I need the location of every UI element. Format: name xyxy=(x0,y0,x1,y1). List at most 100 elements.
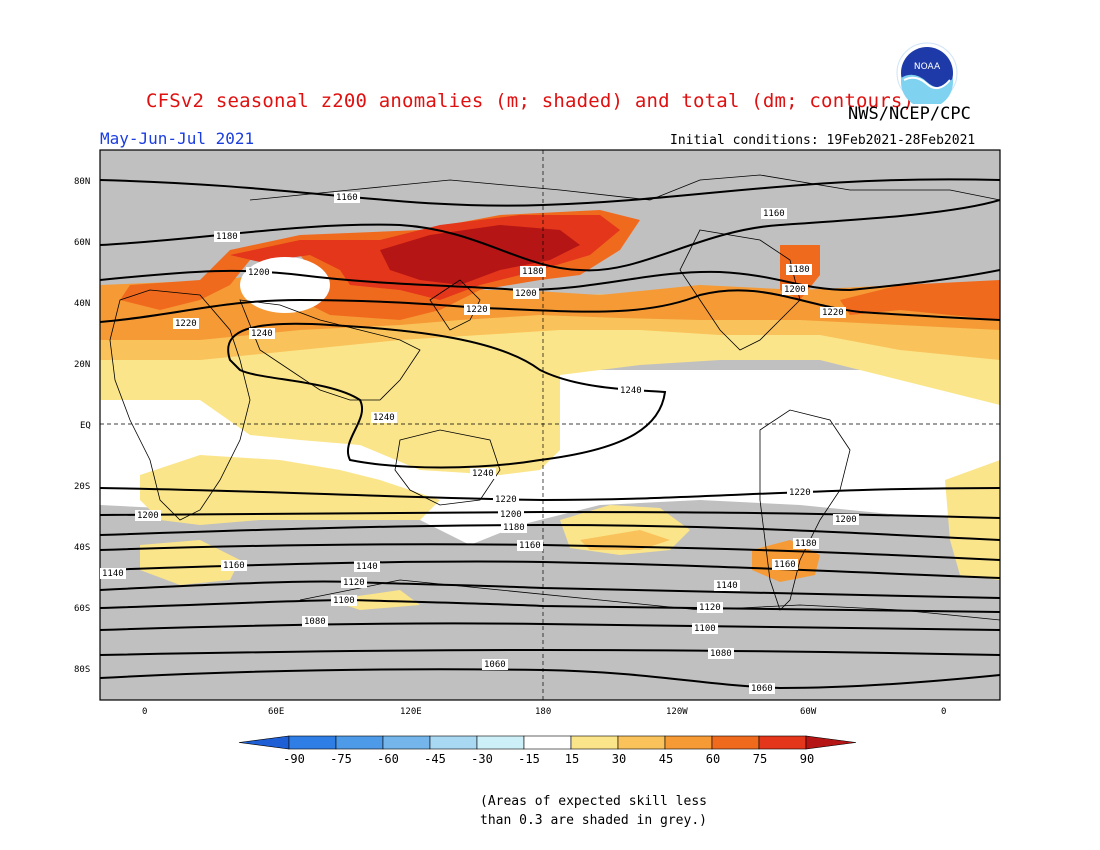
colorbar-label: -45 xyxy=(424,752,446,766)
anomaly-15-30-west-south xyxy=(140,540,240,585)
contour-label: 1140 xyxy=(356,562,378,572)
contour-label: 1140 xyxy=(102,569,124,579)
colorbar-swatch xyxy=(429,735,478,750)
lat-label: 80N xyxy=(74,177,90,187)
contour-label: 1120 xyxy=(343,578,365,588)
contour-label: 1060 xyxy=(751,684,773,694)
contour-label: 1060 xyxy=(484,660,506,670)
contour-label: 1100 xyxy=(694,624,716,634)
contour-label: 1160 xyxy=(519,541,541,551)
colorbar-label: -60 xyxy=(377,752,399,766)
anomaly-30-45-pacific-south xyxy=(580,530,670,550)
contour-label: 1180 xyxy=(522,267,544,277)
colorbar-swatch xyxy=(617,735,666,750)
contour-label: 1220 xyxy=(495,495,517,505)
lat-label: 40N xyxy=(74,299,90,309)
coastlines xyxy=(109,174,1000,621)
initial-conditions: Initial conditions: 19Feb2021-28Feb2021 xyxy=(670,133,976,148)
contour-label: 1240 xyxy=(620,386,642,396)
anomaly-over-90-asia xyxy=(380,225,580,285)
lon-label: 60E xyxy=(268,707,284,717)
contour-label: 1120 xyxy=(699,603,721,613)
lat-label: 40S xyxy=(74,543,90,553)
lon-label: 120E xyxy=(400,707,422,717)
colorbar-swatch xyxy=(758,735,807,750)
anomaly-15-30-north xyxy=(100,320,1000,475)
colorbar-label: -90 xyxy=(283,752,305,766)
noaa-logo: NOAA xyxy=(896,42,958,104)
contour-label: 1140 xyxy=(716,581,738,591)
contour-label: 1180 xyxy=(795,539,817,549)
lon-label: 60W xyxy=(800,707,817,717)
colorbar-swatch xyxy=(476,735,525,750)
colorbar-label: -15 xyxy=(518,752,540,766)
colorbar-arrow-right xyxy=(805,735,857,750)
latitude-axis: 80N 60N 40N 20N EQ 20S 40S 60S 80S xyxy=(74,177,91,675)
contour-labels: 1160 1160 1180 1200 1220 1240 1180 1200 … xyxy=(100,192,859,694)
contour-label: 1080 xyxy=(710,649,732,659)
contour-label: 1240 xyxy=(251,329,273,339)
anomaly-white-pocket xyxy=(240,257,330,313)
skill-note: (Areas of expected skill less than 0.3 a… xyxy=(480,792,707,830)
longitude-axis: 0 60E 120E 180 120W 60W 0 xyxy=(142,707,946,717)
contour-label: 1160 xyxy=(763,209,785,219)
colorbar-label: 45 xyxy=(658,752,674,766)
contour-label: 1200 xyxy=(137,511,159,521)
contour-label: 1220 xyxy=(175,319,197,329)
colorbar-label: 90 xyxy=(799,752,815,766)
map-title: CFSv2 seasonal z200 anomalies (m; shaded… xyxy=(146,90,915,112)
colorbar-swatch xyxy=(523,735,572,750)
colorbar xyxy=(238,735,857,750)
contour-label: 1160 xyxy=(774,560,796,570)
forecast-period: May-Jun-Jul 2021 xyxy=(100,129,255,148)
colorbar-label: -75 xyxy=(330,752,352,766)
colorbar-label: -30 xyxy=(471,752,493,766)
lat-label: 60N xyxy=(74,238,90,248)
agency-label: NWS/NCEP/CPC xyxy=(848,104,971,124)
colorbar-swatch xyxy=(570,735,619,750)
lat-label: 80S xyxy=(74,665,90,675)
lon-label: 120W xyxy=(666,707,688,717)
anomaly-15-30-south-atlantic xyxy=(945,460,1000,580)
colorbar-swatch xyxy=(288,735,337,750)
height-contours xyxy=(100,178,1000,690)
contour-label: 1160 xyxy=(223,561,245,571)
lat-label: EQ xyxy=(80,421,91,431)
contour-label: 1180 xyxy=(788,265,810,275)
colorbar-arrow-left xyxy=(238,735,290,750)
contour-label: 1180 xyxy=(216,232,238,242)
skill-note-line1: (Areas of expected skill less xyxy=(480,794,707,809)
colorbar-label: 15 xyxy=(564,752,580,766)
contour-label: 1220 xyxy=(822,308,844,318)
anomaly-60-75-north-atlantic xyxy=(840,280,1000,320)
contour-label: 1180 xyxy=(503,523,525,533)
colorbar-swatch xyxy=(711,735,760,750)
colorbar-swatch xyxy=(335,735,384,750)
contour-label: 1200 xyxy=(515,289,537,299)
noaa-logo-text: NOAA xyxy=(914,62,941,72)
lat-label: 20N xyxy=(74,360,90,370)
contour-label: 1200 xyxy=(784,285,806,295)
lon-label: 180 xyxy=(535,707,551,717)
contour-label: 1200 xyxy=(248,268,270,278)
contour-label: 1220 xyxy=(789,488,811,498)
colorbar-label: 30 xyxy=(611,752,627,766)
contour-label: 1100 xyxy=(333,596,355,606)
contour-label: 1240 xyxy=(373,413,395,423)
colorbar-label: 60 xyxy=(705,752,721,766)
contour-label: 1200 xyxy=(500,510,522,520)
contour-label: 1220 xyxy=(466,305,488,315)
colorbar-swatch xyxy=(664,735,713,750)
map-frame xyxy=(99,149,1001,701)
colorbar-label: 75 xyxy=(752,752,768,766)
lat-label: 20S xyxy=(74,482,90,492)
contour-label: 1160 xyxy=(336,193,358,203)
contour-label: 1240 xyxy=(472,469,494,479)
lon-label: 0 xyxy=(142,707,147,717)
colorbar-swatch xyxy=(382,735,431,750)
contour-label: 1080 xyxy=(304,617,326,627)
contour-label: 1200 xyxy=(835,515,857,525)
anomaly-15-30-south-west xyxy=(140,455,440,525)
lat-label: 60S xyxy=(74,604,90,614)
